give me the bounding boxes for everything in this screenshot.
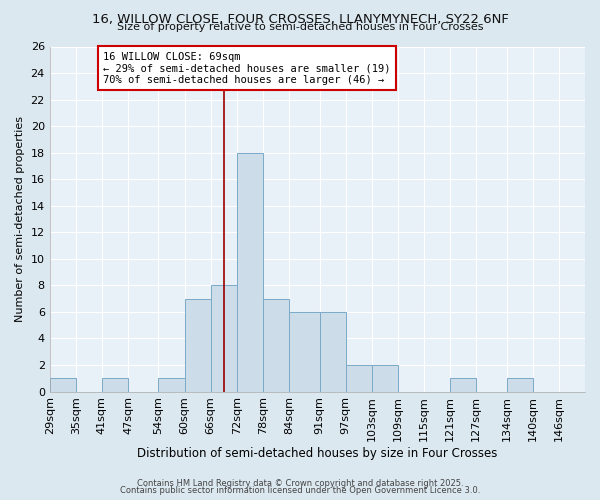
- Bar: [289, 312, 320, 392]
- Text: 16 WILLOW CLOSE: 69sqm
← 29% of semi-detached houses are smaller (19)
70% of sem: 16 WILLOW CLOSE: 69sqm ← 29% of semi-det…: [103, 52, 391, 85]
- Bar: [211, 286, 237, 392]
- Text: 16, WILLOW CLOSE, FOUR CROSSES, LLANYMYNECH, SY22 6NF: 16, WILLOW CLOSE, FOUR CROSSES, LLANYMYN…: [92, 12, 508, 26]
- Bar: [263, 298, 289, 392]
- Text: Size of property relative to semi-detached houses in Four Crosses: Size of property relative to semi-detach…: [117, 22, 483, 32]
- Bar: [372, 365, 398, 392]
- Bar: [102, 378, 128, 392]
- Text: Contains public sector information licensed under the Open Government Licence 3.: Contains public sector information licen…: [120, 486, 480, 495]
- Bar: [158, 378, 185, 392]
- Bar: [450, 378, 476, 392]
- Bar: [506, 378, 533, 392]
- Bar: [50, 378, 76, 392]
- Y-axis label: Number of semi-detached properties: Number of semi-detached properties: [15, 116, 25, 322]
- X-axis label: Distribution of semi-detached houses by size in Four Crosses: Distribution of semi-detached houses by …: [137, 447, 497, 460]
- Bar: [320, 312, 346, 392]
- Bar: [185, 298, 211, 392]
- Text: Contains HM Land Registry data © Crown copyright and database right 2025.: Contains HM Land Registry data © Crown c…: [137, 478, 463, 488]
- Bar: [346, 365, 372, 392]
- Bar: [237, 152, 263, 392]
